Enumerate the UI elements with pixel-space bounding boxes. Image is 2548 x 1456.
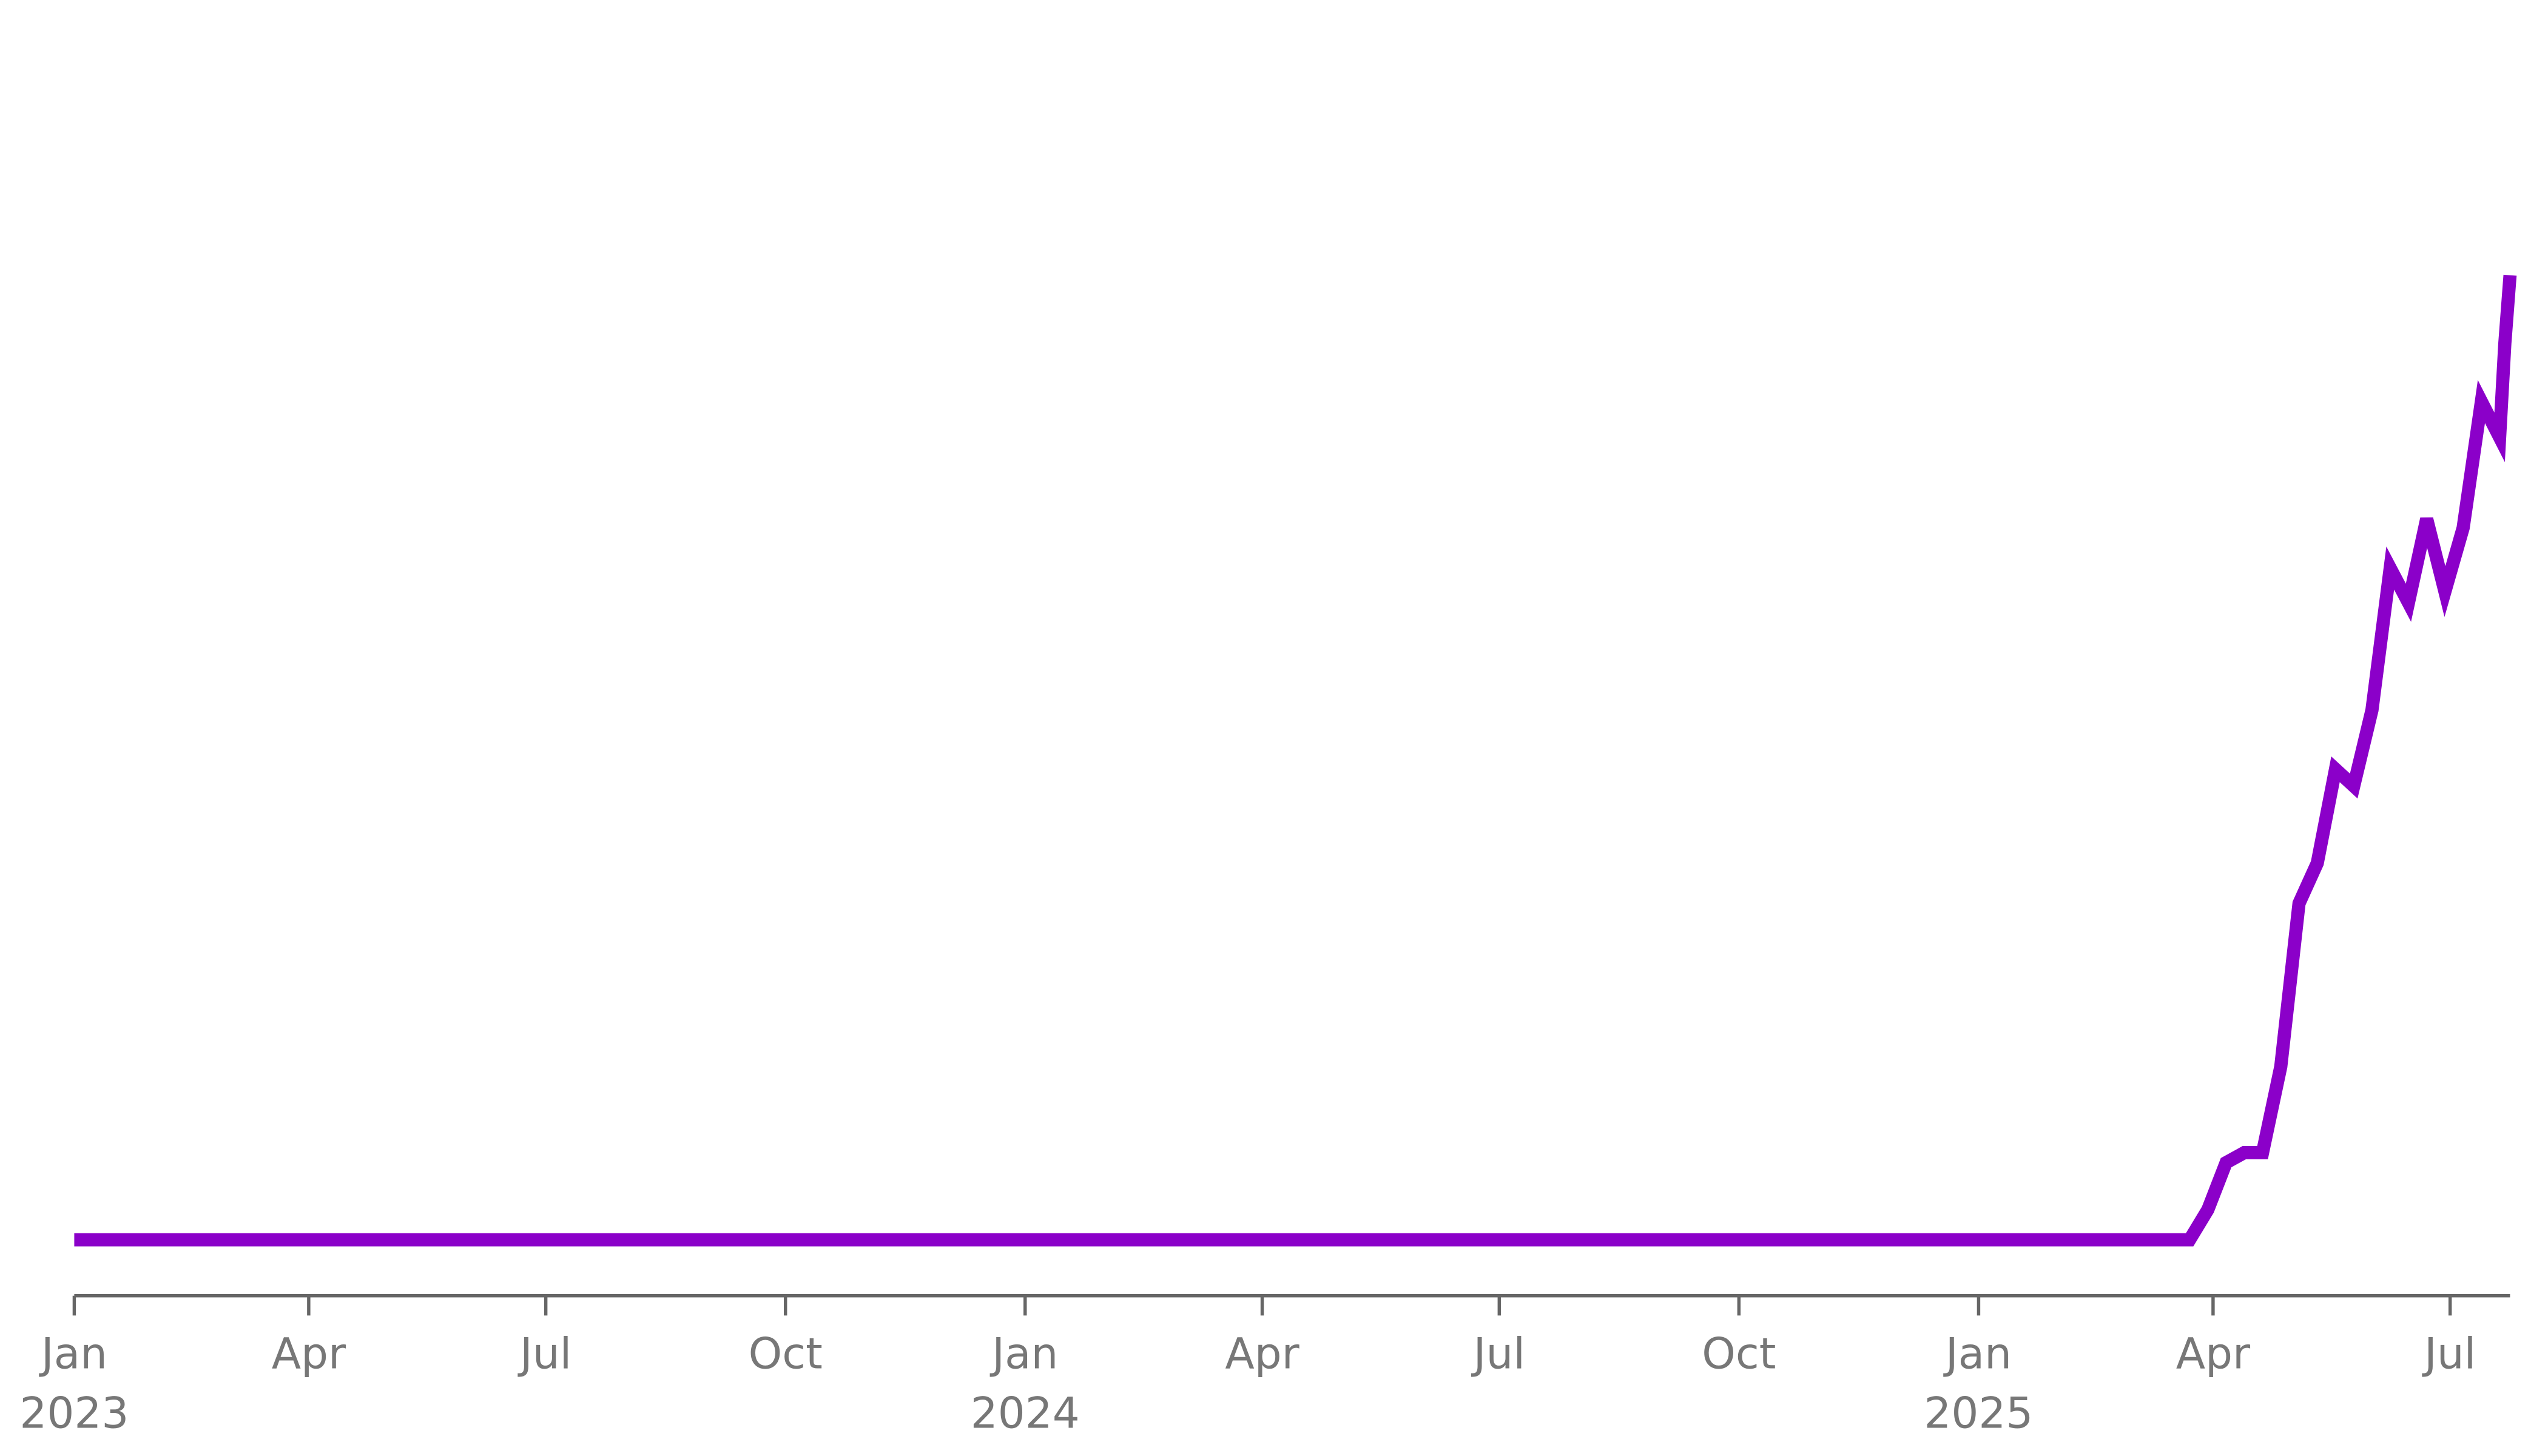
x-tick-label: Jul <box>2422 1328 2476 1378</box>
line <box>74 274 2517 1247</box>
x-tick-label: Jan <box>1943 1328 2012 1378</box>
x-tick-year: 2025 <box>1924 1387 2033 1438</box>
x-tick-label: Apr <box>272 1328 346 1378</box>
x-tick-label: Oct <box>749 1328 823 1378</box>
x-tick-label: Jul <box>1471 1328 1525 1378</box>
x-tick-label: Jan <box>989 1328 1058 1378</box>
x-tick-year: 2024 <box>971 1387 1080 1438</box>
x-tick-label: Oct <box>1702 1328 1776 1378</box>
x-tick-label: Jan <box>39 1328 107 1378</box>
x-tick-label: Apr <box>1225 1328 1299 1378</box>
x-tick-label: Jul <box>517 1328 571 1378</box>
x-tick-label: Apr <box>2176 1328 2251 1378</box>
x-tick-year: 2023 <box>19 1387 129 1438</box>
